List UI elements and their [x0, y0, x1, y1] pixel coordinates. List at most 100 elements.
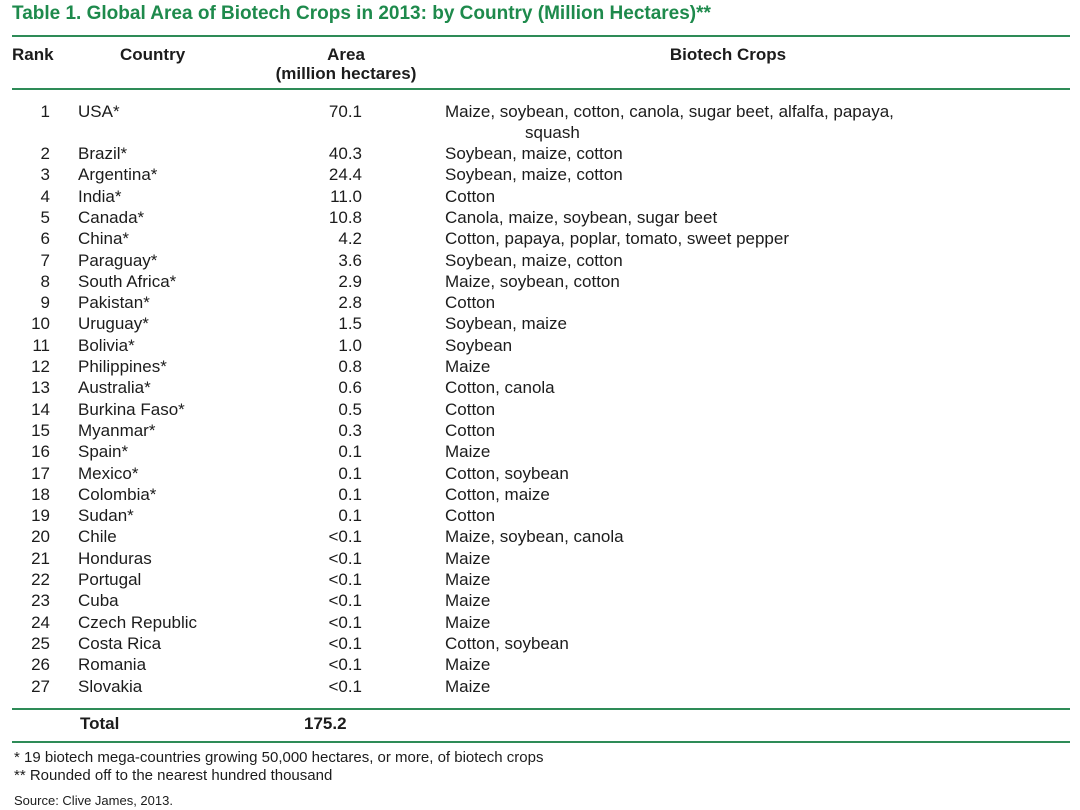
table-row: 19 Sudan* 0.1 Cotton — [0, 506, 1080, 527]
cell-rank: 6 — [40, 229, 50, 249]
cell-rank: 27 — [31, 676, 50, 696]
cell-crops: Cotton — [445, 399, 496, 419]
cell-area: 0.1 — [338, 463, 362, 483]
cell-crops: Soybean, maize, cotton — [445, 250, 623, 270]
header-area: Area — [327, 45, 365, 64]
table-row: 26 Romania <0.1 Maize — [0, 655, 1080, 676]
cell-country: Brazil* — [78, 144, 128, 163]
cell-rank: 17 — [31, 463, 50, 483]
header-rule — [12, 88, 1070, 90]
cell-area: 0.5 — [338, 399, 362, 419]
table-title: Table 1. Global Area of Biotech Crops in… — [12, 3, 711, 24]
cell-country: South Africa* — [78, 271, 177, 291]
cell-area: 3.6 — [338, 250, 362, 270]
cell-crops: Maize, soybean, cotton — [445, 271, 620, 291]
table-row: 2 Brazil* 40.3 Soybean, maize, cotton — [0, 144, 1080, 165]
cell-rank: 13 — [31, 378, 50, 398]
total-label: Total — [80, 714, 120, 733]
cell-crops: Soybean, maize — [445, 314, 567, 334]
cell-country: Czech Republic — [78, 612, 198, 632]
cell-country: Burkina Faso* — [78, 399, 185, 419]
cell-country: Myanmar* — [78, 420, 156, 440]
cell-crops: Soybean, maize, cotton — [445, 165, 623, 185]
cell-crops: Cotton — [445, 293, 496, 313]
cell-country: Spain* — [78, 442, 129, 462]
cell-rank: 2 — [40, 144, 50, 163]
table-row: 14 Burkina Faso* 0.5 Cotton — [0, 400, 1080, 421]
cell-rank: 19 — [31, 506, 50, 526]
total-area: 175.2 — [304, 714, 347, 733]
table-row: 7 Paraguay* 3.6 Soybean, maize, cotton — [0, 251, 1080, 272]
table-row: 13 Australia* 0.6 Cotton, canola — [0, 378, 1080, 399]
table-row: 4 India* 11.0 Cotton — [0, 187, 1080, 208]
cell-rank: 21 — [31, 548, 50, 568]
cell-area: 24.4 — [328, 165, 362, 185]
cell-area: 0.1 — [338, 506, 362, 526]
table-row: 15 Myanmar* 0.3 Cotton — [0, 421, 1080, 442]
cell-area: 0.8 — [338, 357, 362, 376]
cell-crops: Soybean, maize, cotton — [445, 144, 623, 163]
cell-crops: Soybean — [445, 335, 513, 355]
cell-country: Sudan* — [78, 506, 134, 526]
cell-area: <0.1 — [328, 527, 362, 547]
total-rule-top — [12, 708, 1070, 710]
cell-country: Bolivia* — [78, 335, 135, 355]
top-rule — [12, 35, 1070, 37]
table-row: 16 Spain* 0.1 Maize — [0, 442, 1080, 463]
table-row: 27 Slovakia <0.1 Maize — [0, 677, 1080, 698]
cell-area: 40.3 — [328, 144, 362, 163]
table-row: 5 Canada* 10.8 Canola, maize, soybean, suga… — [0, 208, 1080, 229]
table-row: 24 Czech Republic <0.1 Maize — [0, 613, 1080, 634]
table-row: 11 Bolivia* 1.0 Soybean — [0, 336, 1080, 357]
cell-country: India* — [78, 186, 122, 206]
cell-rank: 3 — [40, 165, 50, 185]
table-row: 12 Philippines* 0.8 Maize — [0, 357, 1080, 378]
cell-area: 1.0 — [338, 335, 362, 355]
total-rule-bottom — [12, 741, 1070, 743]
cell-area: 4.2 — [338, 229, 362, 249]
cell-country: Slovakia — [78, 676, 143, 696]
cell-crops: Maize — [445, 612, 491, 632]
cell-country: Honduras — [78, 548, 152, 568]
cell-crops: Maize — [445, 591, 491, 611]
table-row: 25 Costa Rica <0.1 Cotton, soybean — [0, 634, 1080, 655]
table-row: 18 Colombia* 0.1 Cotton, maize — [0, 485, 1080, 506]
cell-area: 0.3 — [338, 420, 362, 440]
table-row: 21 Honduras <0.1 Maize — [0, 549, 1080, 570]
header-crops: Biotech Crops — [669, 45, 787, 64]
table-row: 23 Cuba <0.1 Maize — [0, 591, 1080, 612]
cell-country: Chile — [78, 527, 117, 547]
cell-crops: Cotton, maize — [445, 484, 550, 504]
table-row: 10 Uruguay* 1.5 Soybean, maize — [0, 314, 1080, 335]
cell-crops: Cotton, papaya, poplar, tomato, sweet pe… — [445, 229, 790, 249]
cell-rank: 7 — [40, 250, 50, 270]
cell-crops: Maize, soybean, cotton, canola, sugar be… — [445, 102, 894, 121]
cell-country: Argentina* — [78, 165, 158, 185]
cell-country: Pakistan* — [78, 293, 150, 313]
cell-country: Costa Rica — [78, 633, 162, 653]
cell-rank: 22 — [31, 570, 50, 589]
cell-area: 70.1 — [328, 102, 362, 121]
cell-area: 0.1 — [338, 442, 362, 462]
cell-country: Philippines* — [78, 357, 167, 376]
cell-rank: 4 — [40, 186, 50, 206]
cell-country: Cuba — [78, 591, 119, 611]
cell-rank: 16 — [31, 442, 50, 462]
cell-area: <0.1 — [328, 548, 362, 568]
cell-country: Colombia* — [78, 484, 157, 504]
cell-country: Australia* — [78, 378, 151, 398]
cell-rank: 23 — [31, 591, 50, 611]
cell-area: 0.6 — [338, 378, 362, 398]
cell-rank: 15 — [31, 420, 50, 440]
cell-rank: 20 — [31, 527, 50, 547]
cell-rank: 9 — [40, 293, 50, 313]
cell-area: 11.0 — [330, 186, 362, 206]
cell-crops: Cotton, soybean — [445, 633, 569, 653]
cell-country: Paraguay* — [78, 250, 158, 270]
cell-area: 2.9 — [338, 271, 362, 291]
cell-rank: 10 — [31, 314, 50, 334]
cell-country: Romania — [78, 655, 147, 675]
cell-crops: Cotton, canola — [445, 378, 555, 398]
header-rank: Rank — [12, 45, 54, 64]
